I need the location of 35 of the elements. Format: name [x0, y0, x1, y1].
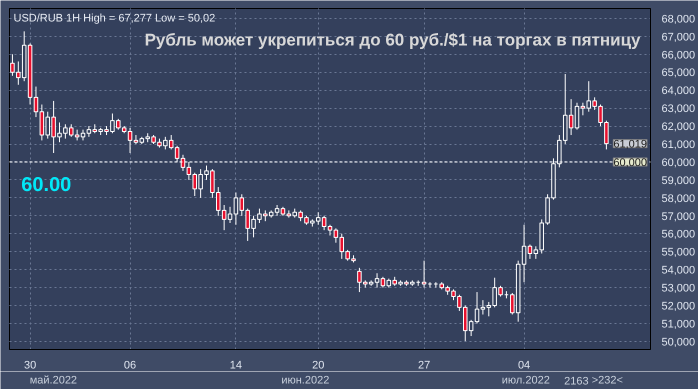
text: Рубль может укрепиться до 60 руб./$1 на торгах в пятницу [144, 30, 642, 50]
chart-subtitle: USD/RUB 1H High = 67,277 Low = 50,02 [14, 12, 216, 24]
text: июл.2022 [502, 374, 550, 386]
x-tick-label: 27 [418, 360, 430, 372]
x-tick-label: 04 [518, 360, 530, 372]
y-tick-label: 54,000 [662, 264, 696, 277]
x-tick-label: 06 [124, 360, 136, 372]
y-tick-label: 67,000 [662, 31, 696, 44]
y-tick-label: 55,000 [662, 246, 696, 259]
y-tick-label: 50,000 [662, 336, 696, 348]
y-tick-label: 59,000 [662, 174, 696, 187]
text: 61,019 [613, 138, 647, 151]
y-tick-label: 51,000 [662, 318, 696, 330]
text: 2163 [564, 376, 589, 388]
x-tick-label: 14 [230, 360, 242, 372]
y-tick-label: 60,000 [662, 156, 696, 169]
x-tick-label: 20 [312, 360, 324, 372]
y-tick-label: 63,000 [662, 103, 696, 116]
x-tick-label: 30 [24, 360, 36, 372]
y-tick-label: 56,000 [662, 228, 696, 241]
text: июн.2022 [281, 374, 330, 386]
y-tick-label: 66,000 [662, 49, 696, 62]
y-tick-label: 62,000 [662, 121, 696, 134]
y-tick-label: 61,000 [662, 139, 696, 152]
y-tick-label: 64,000 [662, 85, 696, 98]
annotation: 60.00 [21, 174, 72, 196]
y-tick-label: 57,000 [662, 210, 696, 223]
y-tick-label: 52,000 [662, 300, 696, 313]
text: >232< [592, 374, 623, 386]
y-tick-label: 65,000 [662, 67, 696, 80]
y-tick-label: 68,000 [662, 13, 696, 26]
text: май.2022 [30, 374, 78, 386]
ref-line-label: 60,000 [613, 156, 647, 169]
y-tick-label: 58,000 [662, 192, 696, 205]
y-tick-label: 53,000 [662, 282, 696, 295]
